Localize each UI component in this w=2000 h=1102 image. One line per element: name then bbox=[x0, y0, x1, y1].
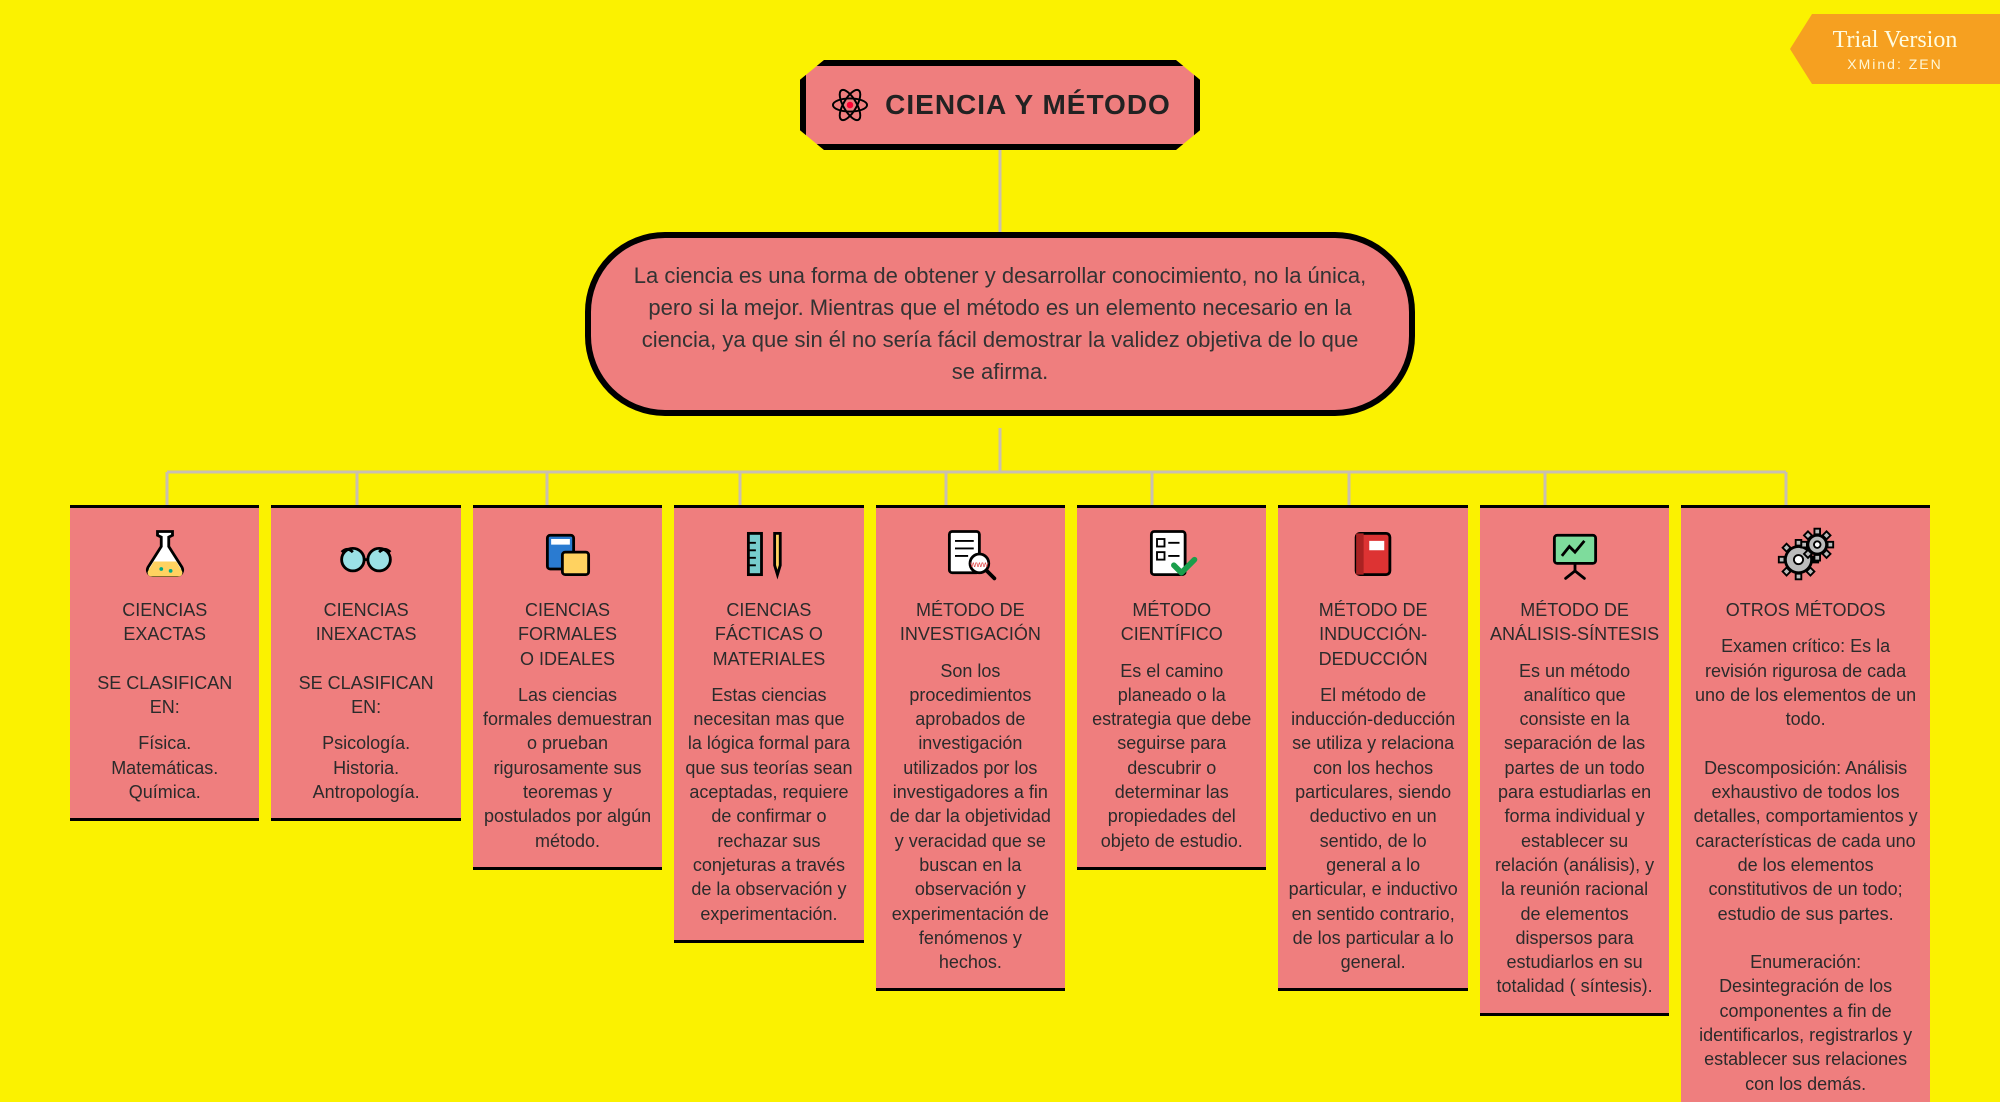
card-body: Psicología. Historia. Antropología. bbox=[313, 731, 420, 804]
card-title: CIENCIAS FORMALES O IDEALES bbox=[483, 598, 652, 671]
atom-icon bbox=[829, 84, 871, 126]
description-node[interactable]: La ciencia es una forma de obtener y des… bbox=[585, 232, 1415, 416]
card-body: Las ciencias formales demuestran o prueb… bbox=[483, 683, 652, 853]
books-icon bbox=[538, 524, 598, 584]
card-5[interactable]: MÉTODO CIENTÍFICO Es el camino planeado o… bbox=[1077, 505, 1266, 870]
card-title: MÉTODO DE ANÁLISIS-SÍNTESIS bbox=[1490, 598, 1659, 647]
cards-row: CIENCIAS EXACTAS SE CLASIFICAN EN: Física… bbox=[0, 505, 2000, 1102]
trial-line1: Trial Version bbox=[1833, 27, 1958, 54]
flask-icon bbox=[135, 524, 195, 584]
root-node[interactable]: CIENCIA Y MÉTODO bbox=[800, 60, 1200, 150]
svg-text:www: www bbox=[970, 559, 990, 569]
card-body: Examen crítico: Es la revisión rigurosa … bbox=[1691, 634, 1920, 1096]
card-title: MÉTODO DE INVESTIGACIÓN bbox=[900, 598, 1041, 647]
card-title: CIENCIAS FÁCTICAS O MATERIALES bbox=[684, 598, 853, 671]
checklist-icon bbox=[1142, 524, 1202, 584]
card-body: Es el camino planeado o la estrategia qu… bbox=[1087, 659, 1256, 853]
card-3[interactable]: CIENCIAS FÁCTICAS O MATERIALES Estas cien… bbox=[674, 505, 863, 943]
card-title: MÉTODO CIENTÍFICO bbox=[1087, 598, 1256, 647]
card-title: OTROS MÉTODOS bbox=[1726, 598, 1886, 622]
card-title: CIENCIAS EXACTAS SE CLASIFICAN EN: bbox=[80, 598, 249, 719]
mindmap-canvas: Trial Version XMind: ZEN CIENCIA Y MÉTOD… bbox=[0, 0, 2000, 1102]
card-4[interactable]: www MÉTODO DE INVESTIGACIÓN Son los proced… bbox=[876, 505, 1065, 991]
ruler-icon bbox=[739, 524, 799, 584]
glasses-icon bbox=[336, 524, 396, 584]
trial-line2: XMind: ZEN bbox=[1847, 56, 1942, 72]
card-body: El método de inducción-deducción se util… bbox=[1288, 683, 1457, 975]
card-1[interactable]: CIENCIAS INEXACTAS SE CLASIFICAN EN: Psic… bbox=[271, 505, 460, 821]
gears-icon bbox=[1776, 524, 1836, 584]
card-title: CIENCIAS INEXACTAS SE CLASIFICAN EN: bbox=[281, 598, 450, 719]
card-body: Estas ciencias necesitan mas que la lógi… bbox=[684, 683, 853, 926]
card-8[interactable]: OTROS MÉTODOS Examen crítico: Es la revis… bbox=[1681, 505, 1930, 1102]
card-7[interactable]: MÉTODO DE ANÁLISIS-SÍNTESIS Es un método … bbox=[1480, 505, 1669, 1016]
trial-version-badge: Trial Version XMind: ZEN bbox=[1790, 14, 2000, 84]
card-title: MÉTODO DE INDUCCIÓN- DEDUCCIÓN bbox=[1319, 598, 1428, 671]
board-icon bbox=[1545, 524, 1605, 584]
card-body: Física. Matemáticas. Química. bbox=[111, 731, 218, 804]
card-2[interactable]: CIENCIAS FORMALES O IDEALES Las ciencias … bbox=[473, 505, 662, 870]
card-0[interactable]: CIENCIAS EXACTAS SE CLASIFICAN EN: Física… bbox=[70, 505, 259, 821]
card-6[interactable]: MÉTODO DE INDUCCIÓN- DEDUCCIÓN El método … bbox=[1278, 505, 1467, 991]
card-body: Es un método analítico que consiste en l… bbox=[1490, 659, 1659, 999]
card-body: Son los procedimientos aprobados de inve… bbox=[886, 659, 1055, 975]
doc-search-icon: www bbox=[940, 524, 1000, 584]
book-icon bbox=[1343, 524, 1403, 584]
root-label: CIENCIA Y MÉTODO bbox=[885, 89, 1171, 121]
